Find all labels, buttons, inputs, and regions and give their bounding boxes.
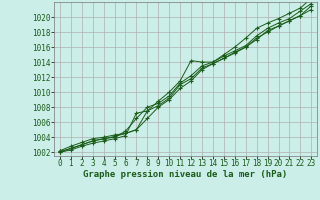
X-axis label: Graphe pression niveau de la mer (hPa): Graphe pression niveau de la mer (hPa)	[84, 170, 288, 179]
